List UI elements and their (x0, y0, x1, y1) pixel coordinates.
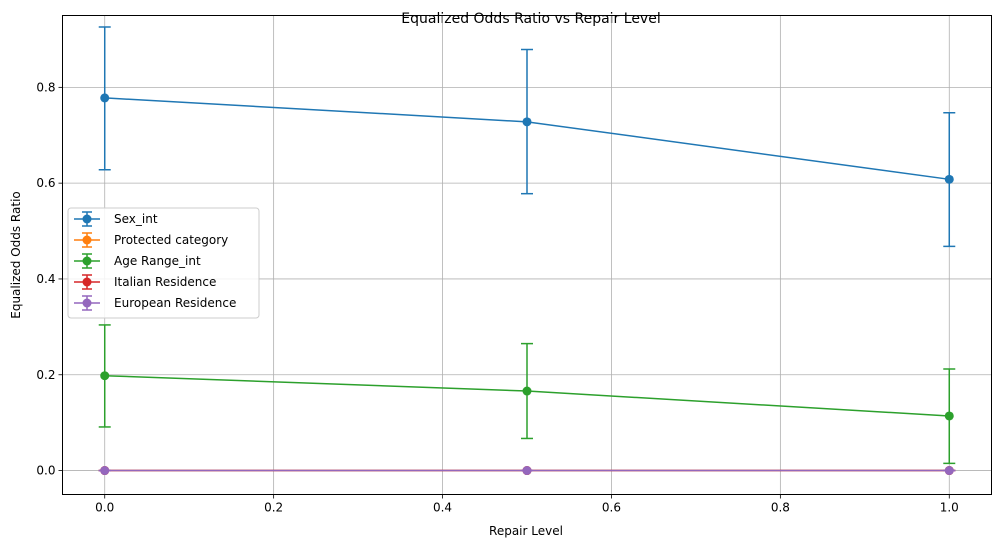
data-point (944, 466, 954, 476)
x-tick-label: 0.8 (771, 501, 790, 515)
y-tick-label: 0.8 (36, 80, 55, 94)
y-tick-label: 0.2 (36, 368, 55, 382)
x-tick-label: 0.4 (433, 501, 452, 515)
plot-frame (62, 15, 992, 495)
data-point (522, 466, 532, 476)
x-axis-label: Repair Level (489, 524, 563, 538)
series-european-residence (98, 466, 956, 476)
data-point (100, 93, 110, 103)
legend-label: Sex_int (114, 212, 158, 226)
data-point (522, 386, 532, 396)
legend-frame (67, 207, 260, 319)
data-point (944, 411, 954, 421)
x-tick-label: 1.0 (940, 501, 959, 515)
data-point (100, 371, 110, 381)
legend-label: European Residence (114, 296, 236, 310)
legend: Sex_int Protected category Age Range_int It… (67, 207, 260, 319)
y-axis-label: Equalized Odds Ratio (9, 191, 23, 319)
x-tick-label: 0.6 (602, 501, 621, 515)
y-tick-label: 0.0 (36, 464, 55, 478)
series-sex-int (98, 26, 956, 248)
legend-label: Age Range_int (114, 254, 201, 268)
series-age-range-int (98, 324, 956, 465)
chart-title: Equalized Odds Ratio vs Repair Level (401, 11, 660, 27)
legend-label: Italian Residence (114, 275, 216, 289)
legend-marker (82, 235, 92, 245)
y-tick-label: 0.6 (36, 176, 55, 190)
x-tick-label: 0.2 (264, 501, 283, 515)
x-tick-label: 0.0 (95, 501, 114, 515)
legend-marker (82, 256, 92, 266)
y-tick-label: 0.4 (36, 272, 55, 286)
axis-ticks: 0.0 0.2 0.4 0.6 0.8 1.0 0.0 0.2 0.4 0.6 0.8 (36, 80, 958, 514)
legend-marker (82, 277, 92, 287)
plot-series (98, 26, 956, 476)
data-point (522, 117, 532, 127)
data-point (100, 466, 110, 476)
legend-marker (82, 214, 92, 224)
legend-label: Protected category (114, 233, 228, 247)
data-point (944, 174, 954, 184)
legend-marker (82, 298, 92, 308)
